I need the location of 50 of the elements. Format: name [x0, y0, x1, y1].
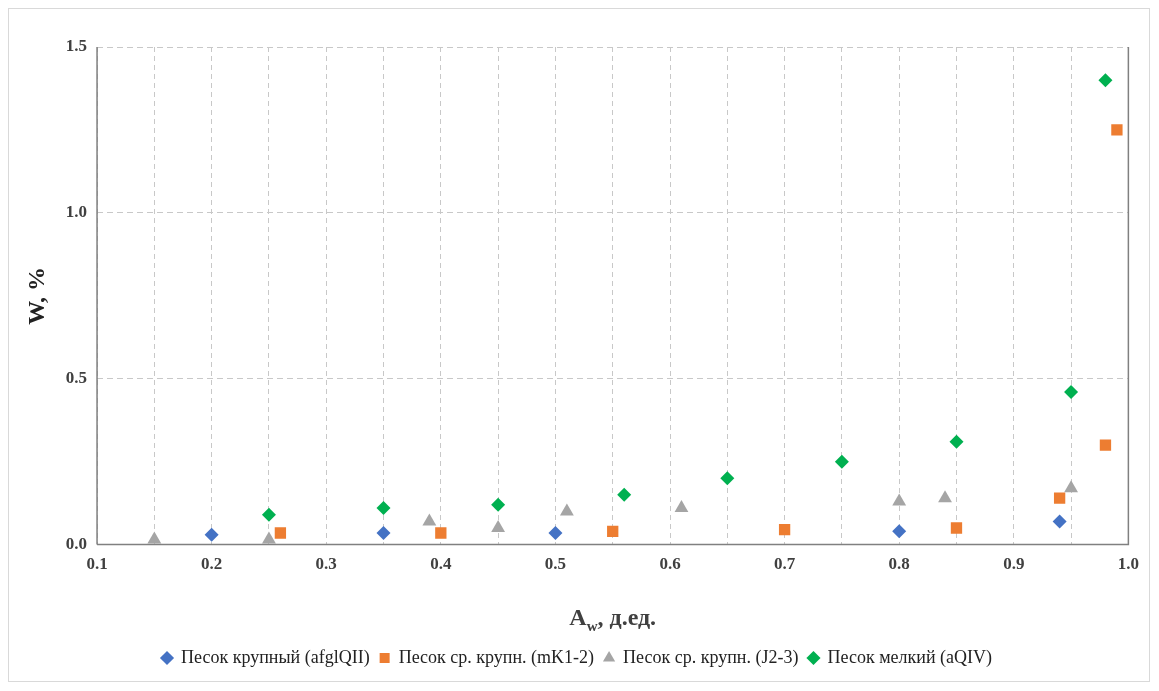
- point: [617, 487, 632, 502]
- x-tick-label: 0.5: [544, 554, 567, 574]
- point: [892, 524, 907, 539]
- point: [261, 507, 276, 522]
- y-tick-label: 1.5: [65, 36, 88, 56]
- point: [1111, 124, 1123, 136]
- x-tick-label: 0.9: [1003, 554, 1025, 574]
- point: [778, 524, 791, 536]
- point: [1053, 492, 1066, 504]
- point: [376, 501, 391, 516]
- legend-label: Песок ср. крупн. (mK1-2): [398, 646, 595, 668]
- point: [491, 520, 506, 533]
- point: [262, 531, 276, 544]
- y-tick-label: 1.0: [65, 202, 88, 222]
- point: [1064, 480, 1079, 493]
- point: [422, 513, 437, 526]
- point: [548, 525, 563, 540]
- x-tick-label: 0.4: [430, 554, 452, 574]
- x-tick-label: 1.0: [1117, 554, 1139, 574]
- point: [1052, 514, 1067, 529]
- x-tick-label: 0.6: [659, 554, 681, 574]
- point: [607, 525, 619, 537]
- point: [204, 527, 219, 542]
- point: [892, 493, 907, 506]
- point: [491, 497, 506, 512]
- x-tick-label: 0.1: [86, 554, 108, 574]
- point: [376, 525, 391, 540]
- point: [1099, 439, 1112, 451]
- y-tick-label: 0.5: [65, 368, 88, 388]
- legend-label: Песок крупный (afglQII): [181, 646, 370, 668]
- point: [834, 454, 849, 469]
- legend-label: Песок ср. крупн. (J2-3): [623, 646, 799, 668]
- point: [938, 490, 952, 503]
- point: [720, 471, 735, 486]
- point: [559, 503, 574, 516]
- point: [950, 522, 963, 534]
- x-tick-label: 0.2: [201, 554, 223, 574]
- point: [674, 500, 689, 513]
- x-tick-label: 0.8: [888, 554, 910, 574]
- point: [435, 527, 447, 539]
- point: [1098, 73, 1113, 88]
- point: [274, 527, 287, 539]
- point: [147, 531, 162, 544]
- y-axis-title: W, %: [22, 266, 49, 325]
- legend-label: Песок мелкий (aQIV): [827, 646, 992, 668]
- x-tick-label: 0.3: [315, 554, 337, 574]
- x-tick-label: 0.7: [773, 554, 796, 574]
- point: [949, 434, 964, 449]
- y-tick-label: 0.0: [65, 533, 88, 553]
- point: [1064, 385, 1079, 399]
